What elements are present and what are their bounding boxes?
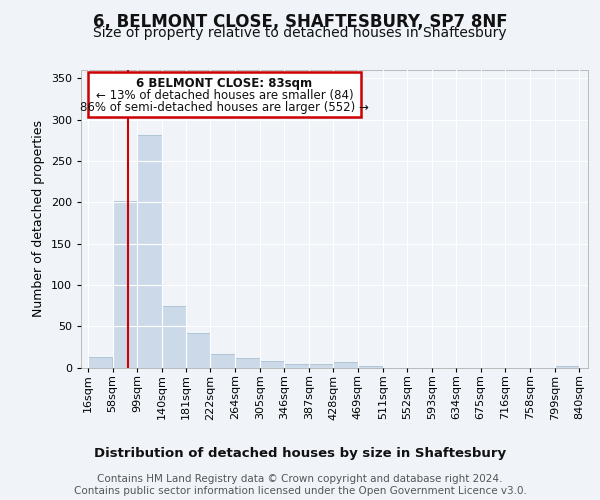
Text: Contains public sector information licensed under the Open Government Licence v3: Contains public sector information licen… [74,486,526,496]
Bar [88,357,112,368]
Bar [137,136,161,368]
Bar [334,362,358,368]
Bar [554,366,579,368]
Text: Size of property relative to detached houses in Shaftesbury: Size of property relative to detached ho… [93,26,507,40]
Bar [161,306,186,368]
Bar [358,366,382,368]
Text: ← 13% of detached houses are smaller (84): ← 13% of detached houses are smaller (84… [95,89,353,102]
Text: 6, BELMONT CLOSE, SHAFTESBURY, SP7 8NF: 6, BELMONT CLOSE, SHAFTESBURY, SP7 8NF [92,12,508,30]
Bar [309,364,334,368]
Text: Contains HM Land Registry data © Crown copyright and database right 2024.: Contains HM Land Registry data © Crown c… [97,474,503,484]
Text: 86% of semi-detached houses are larger (552) →: 86% of semi-detached houses are larger (… [80,102,369,114]
Bar [260,361,284,368]
Bar [284,364,309,368]
Bar [211,354,235,368]
Text: 6 BELMONT CLOSE: 83sqm: 6 BELMONT CLOSE: 83sqm [136,76,313,90]
Y-axis label: Number of detached properties: Number of detached properties [32,120,45,318]
Bar [235,358,260,368]
Text: Distribution of detached houses by size in Shaftesbury: Distribution of detached houses by size … [94,448,506,460]
Bar [186,333,211,368]
Bar [113,200,137,368]
FancyBboxPatch shape [88,72,361,117]
